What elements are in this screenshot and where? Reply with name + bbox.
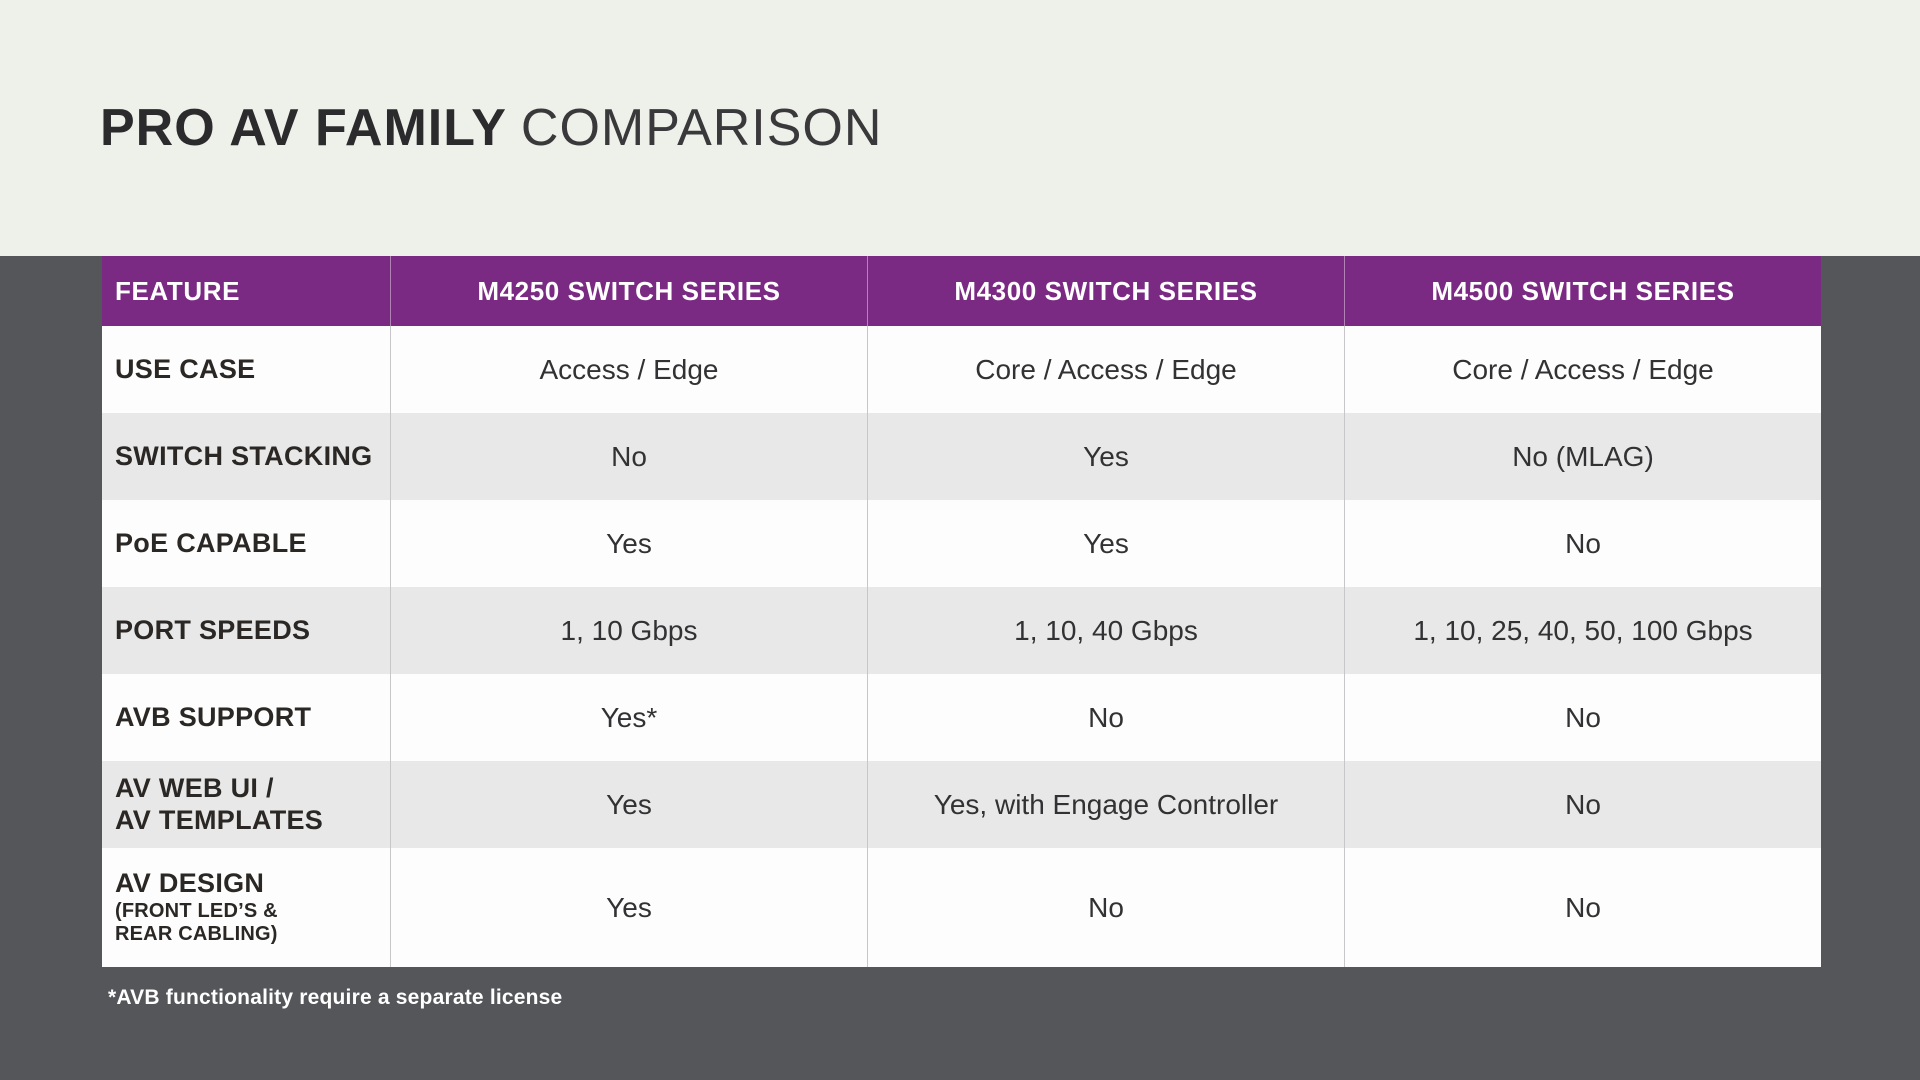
header-cell-feature: FEATURE bbox=[115, 275, 241, 306]
value-cell-m4300: Core / Access / Edge bbox=[867, 326, 1344, 413]
value-cell-m4500: No bbox=[1344, 761, 1821, 848]
value-cell-m4500: No bbox=[1344, 500, 1821, 587]
value-cell-m4250: Access / Edge bbox=[390, 326, 867, 413]
page-title-primary: PRO AV FAMILY bbox=[100, 99, 507, 157]
footnote: *AVB functionality require a separate li… bbox=[108, 986, 563, 1009]
feature-label: PORT SPEEDS bbox=[115, 614, 311, 645]
value-cell-m4250: Yes* bbox=[390, 674, 867, 761]
value-cell-m4300: No bbox=[867, 848, 1344, 967]
feature-label: AV DESIGN (FRONT LED’S & REAR CABLING) bbox=[115, 867, 278, 946]
table-row-av-design: AV DESIGN (FRONT LED’S & REAR CABLING) Y… bbox=[102, 848, 1821, 967]
value-cell-m4500: No (MLAG) bbox=[1344, 413, 1821, 500]
feature-label: AV WEB UI / AV TEMPLATES bbox=[115, 772, 324, 835]
table-row-poe-capable: PoE CAPABLE Yes Yes No bbox=[102, 500, 1821, 587]
value-cell-m4300: 1, 10, 40 Gbps bbox=[867, 587, 1344, 674]
table-row-use-case: USE CASE Access / Edge Core / Access / E… bbox=[102, 326, 1821, 413]
table-header-row: FEATURE M4250 SWITCH SERIES M4300 SWITCH… bbox=[102, 256, 1821, 326]
feature-label: USE CASE bbox=[115, 353, 256, 384]
feature-label: AVB SUPPORT bbox=[115, 701, 312, 732]
value-cell-m4500: Core / Access / Edge bbox=[1344, 326, 1821, 413]
value-cell-m4300: Yes, with Engage Controller bbox=[867, 761, 1344, 848]
header-cell-m4300: M4300 SWITCH SERIES bbox=[867, 256, 1344, 326]
table-row-port-speeds: PORT SPEEDS 1, 10 Gbps 1, 10, 40 Gbps 1,… bbox=[102, 587, 1821, 674]
table-row-av-web-ui: AV WEB UI / AV TEMPLATES Yes Yes, with E… bbox=[102, 761, 1821, 848]
comparison-table: FEATURE M4250 SWITCH SERIES M4300 SWITCH… bbox=[102, 256, 1821, 967]
page-title-secondary: COMPARISON bbox=[520, 99, 883, 157]
value-cell-m4250: No bbox=[390, 413, 867, 500]
value-cell-m4250: Yes bbox=[390, 761, 867, 848]
value-cell-m4300: No bbox=[867, 674, 1344, 761]
top-band: PRO AV FAMILY COMPARISON bbox=[0, 0, 1920, 256]
value-cell-m4250: Yes bbox=[390, 500, 867, 587]
value-cell-m4500: No bbox=[1344, 674, 1821, 761]
feature-label: PoE CAPABLE bbox=[115, 527, 307, 558]
value-cell-m4250: Yes bbox=[390, 848, 867, 967]
value-cell-m4250: 1, 10 Gbps bbox=[390, 587, 867, 674]
value-cell-m4300: Yes bbox=[867, 413, 1344, 500]
value-cell-m4500: 1, 10, 25, 40, 50, 100 Gbps bbox=[1344, 587, 1821, 674]
feature-label: SWITCH STACKING bbox=[115, 440, 373, 471]
table-row-switch-stacking: SWITCH STACKING No Yes No (MLAG) bbox=[102, 413, 1821, 500]
value-cell-m4300: Yes bbox=[867, 500, 1344, 587]
table-row-avb-support: AVB SUPPORT Yes* No No bbox=[102, 674, 1821, 761]
header-cell-m4500: M4500 SWITCH SERIES bbox=[1344, 256, 1821, 326]
header-cell-m4250: M4250 SWITCH SERIES bbox=[390, 256, 867, 326]
value-cell-m4500: No bbox=[1344, 848, 1821, 967]
page-title: PRO AV FAMILY COMPARISON bbox=[100, 102, 882, 154]
